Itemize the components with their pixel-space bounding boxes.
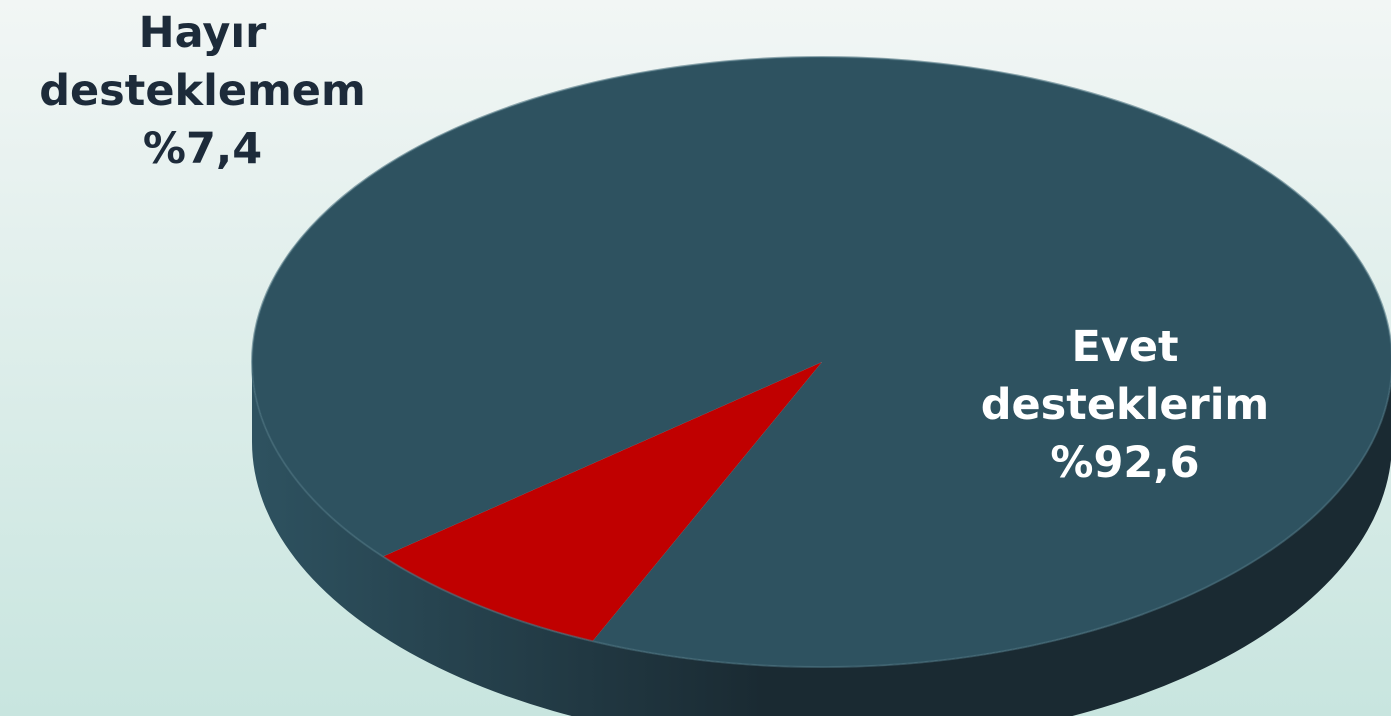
slice-label-hayir-line-2: desteklemem <box>39 66 366 116</box>
slice-label-hayir-line-1: Hayır <box>138 8 267 58</box>
slice-label-evet-line-2: desteklerim <box>980 380 1270 430</box>
slice-label-evet: Evet desteklerim %92,6 <box>940 318 1310 492</box>
pie-rim <box>251 56 1391 668</box>
slice-label-evet-value: %92,6 <box>1050 438 1200 488</box>
pie-side-band <box>252 362 1391 716</box>
pie-slice-evet <box>252 57 1391 667</box>
pie-slice-hayir <box>382 362 822 642</box>
slice-label-evet-line-1: Evet <box>1071 322 1179 372</box>
slice-label-hayir-value: %7,4 <box>142 124 263 174</box>
slice-label-hayir: Hayır desteklemem %7,4 <box>10 4 395 178</box>
